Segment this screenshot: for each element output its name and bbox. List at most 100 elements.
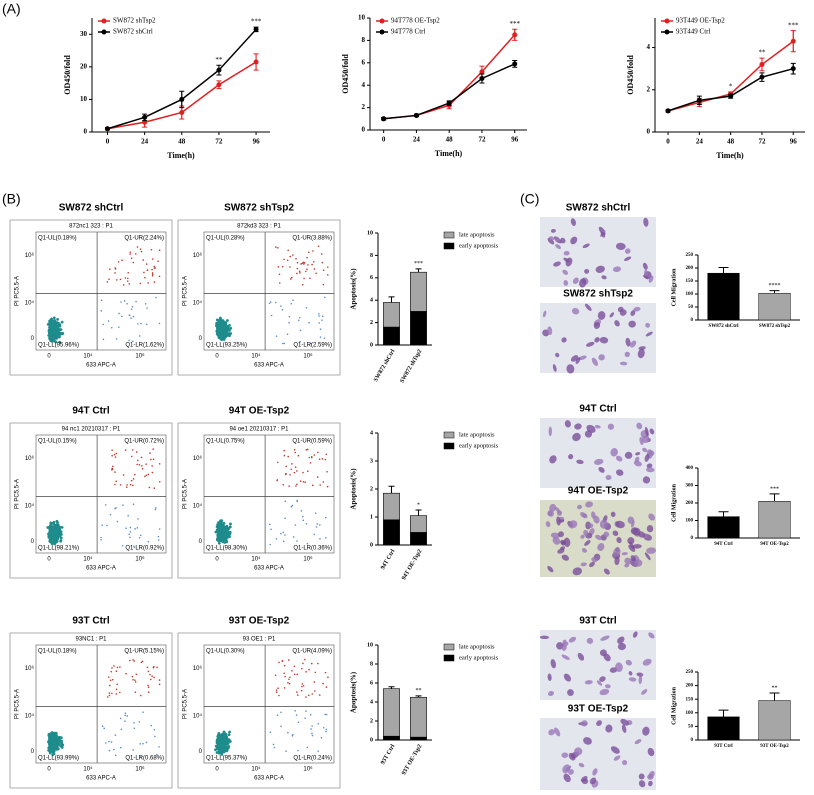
cell — [589, 561, 595, 568]
flow-event — [147, 540, 150, 543]
flow-event — [137, 518, 139, 520]
cell — [582, 243, 590, 249]
cell — [649, 428, 655, 435]
flow-event — [49, 732, 53, 736]
cell — [599, 519, 608, 529]
cell — [584, 303, 592, 311]
flow-event — [158, 322, 161, 325]
flow-event — [139, 248, 142, 250]
y-tick-label: 4 — [370, 298, 373, 304]
cell — [603, 653, 611, 662]
flow-event — [285, 472, 287, 475]
y-tick-label: 8 — [370, 253, 373, 259]
flow-event — [138, 536, 141, 539]
micrograph-title: 94T OE-Tsp2 — [568, 486, 629, 497]
cell — [647, 747, 655, 757]
cell — [598, 466, 605, 473]
flow-event — [292, 536, 295, 538]
data-point — [512, 61, 518, 67]
flow-event — [296, 483, 298, 486]
flow-event — [297, 319, 300, 322]
flow-event — [324, 713, 326, 716]
error-bar — [388, 296, 395, 303]
flow-event — [151, 465, 153, 467]
micrograph-title: 94T Ctrl — [579, 404, 616, 415]
flow-event — [119, 746, 122, 749]
cell — [648, 450, 655, 456]
data-point — [728, 93, 734, 99]
flow-event — [144, 303, 147, 305]
flow-event — [301, 685, 303, 688]
y-tick-label: 50 — [688, 305, 694, 310]
cell — [577, 504, 582, 510]
flow-event — [316, 476, 319, 478]
flow-event — [318, 458, 321, 460]
flow-event — [301, 515, 304, 518]
legend-marker — [101, 18, 107, 24]
bar-segment — [410, 271, 427, 312]
flow-event — [157, 539, 160, 541]
x-tick-label: 93T Ctrl — [380, 743, 396, 765]
flow-event — [139, 756, 142, 758]
flow-event — [295, 257, 297, 260]
flow-event — [114, 272, 116, 274]
flow-event — [126, 715, 129, 717]
flow-header: 93 OE1 : P1 — [243, 637, 276, 643]
flow-event — [219, 331, 223, 334]
flow-event — [53, 319, 57, 322]
error-bar — [415, 268, 422, 273]
data-point — [142, 114, 148, 120]
flow-event — [300, 689, 303, 692]
x-tick-label: 10⁴ — [83, 556, 93, 563]
cell — [567, 689, 574, 696]
flow-event — [303, 263, 305, 265]
flow-event — [122, 504, 124, 506]
flow-event — [114, 734, 117, 736]
flow-event — [220, 539, 224, 543]
flow-event — [52, 321, 56, 325]
cell — [563, 537, 571, 547]
cell — [610, 511, 616, 517]
bar — [707, 516, 740, 539]
cell — [597, 543, 605, 551]
flow-event — [48, 750, 52, 754]
flow-event — [311, 734, 314, 737]
cell — [610, 448, 618, 457]
y-tick-label: 10⁴ — [25, 299, 35, 306]
flow-event — [325, 730, 327, 733]
flow-event — [49, 747, 52, 751]
flow-event — [215, 329, 219, 333]
flow-event — [222, 740, 226, 744]
flow-header: 94 nc1 20210317 : P1 — [62, 427, 121, 433]
flow-event — [296, 540, 298, 542]
flow-event — [51, 734, 55, 737]
flow-event — [305, 710, 307, 712]
flow-event — [52, 752, 56, 756]
flow-title: SW872 shCtrl — [59, 203, 124, 214]
y-tick-label: 0 — [370, 342, 373, 348]
flow-event — [111, 678, 114, 681]
cell — [596, 680, 603, 686]
flow-event — [132, 261, 135, 264]
y-tick-label: 10⁶ — [193, 252, 203, 259]
flow-event — [316, 523, 319, 525]
flow-event — [289, 676, 291, 679]
flow-event — [324, 458, 327, 461]
legend-label: 93T449 OE-Tsp2 — [676, 17, 725, 25]
flow-event — [52, 748, 56, 752]
flow-event — [287, 249, 289, 252]
cell — [558, 531, 564, 538]
flow-event — [292, 733, 294, 736]
cell — [646, 525, 654, 533]
y-tick-label: 200 — [686, 266, 694, 271]
cell — [644, 552, 651, 561]
flow-event — [142, 711, 144, 713]
flow-event — [220, 334, 223, 338]
y-axis-label: PI PC5.5-A — [183, 479, 189, 509]
cell — [584, 680, 593, 685]
flow-event — [321, 261, 324, 264]
x-tick-label: 96 — [511, 136, 519, 144]
cell — [591, 557, 598, 563]
cell — [624, 451, 633, 459]
flow-event — [302, 480, 305, 483]
